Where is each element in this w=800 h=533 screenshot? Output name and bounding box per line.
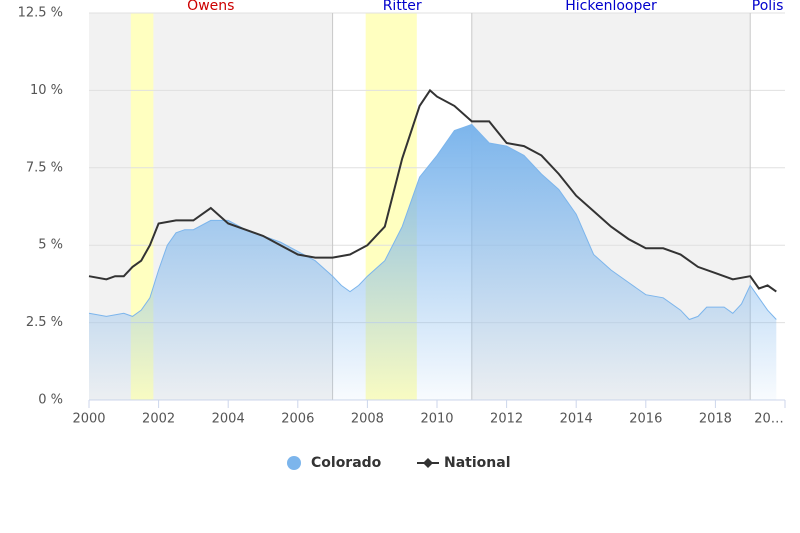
y-tick-label: 12.5 % xyxy=(18,6,63,21)
area-line xyxy=(88,123,777,321)
x-tick-label: 2006 xyxy=(281,412,314,427)
term-label: Polis xyxy=(752,0,784,14)
line xyxy=(88,88,777,293)
term-label: Ritter xyxy=(383,0,422,14)
x-tick-label: 2012 xyxy=(490,412,523,427)
legend-marker xyxy=(423,458,433,468)
x-tick-label: 2016 xyxy=(629,412,662,427)
y-tick-label: 5 % xyxy=(38,238,63,253)
legend-label[interactable]: Colorado xyxy=(311,455,382,471)
area xyxy=(89,124,777,400)
term-label: Hickenlooper xyxy=(565,0,657,14)
legend-label[interactable]: National xyxy=(444,455,511,471)
y-tick-label: 0 % xyxy=(38,393,63,408)
x-tick-label: 20… xyxy=(754,412,784,427)
y-tick-label: 10 % xyxy=(30,83,63,98)
y-tick-label: 2.5 % xyxy=(26,315,63,330)
x-tick-label: 2010 xyxy=(420,412,453,427)
x-tick-label: 2000 xyxy=(72,412,105,427)
x-tick-label: 2008 xyxy=(351,412,384,427)
y-tick-label: 7.5 % xyxy=(26,160,63,175)
legend-marker xyxy=(287,456,301,470)
term-label: Owens xyxy=(187,0,234,14)
x-tick-label: 2014 xyxy=(560,412,593,427)
x-tick-label: 2002 xyxy=(142,412,175,427)
x-tick-label: 2018 xyxy=(699,412,732,427)
x-tick-label: 2004 xyxy=(212,412,245,427)
